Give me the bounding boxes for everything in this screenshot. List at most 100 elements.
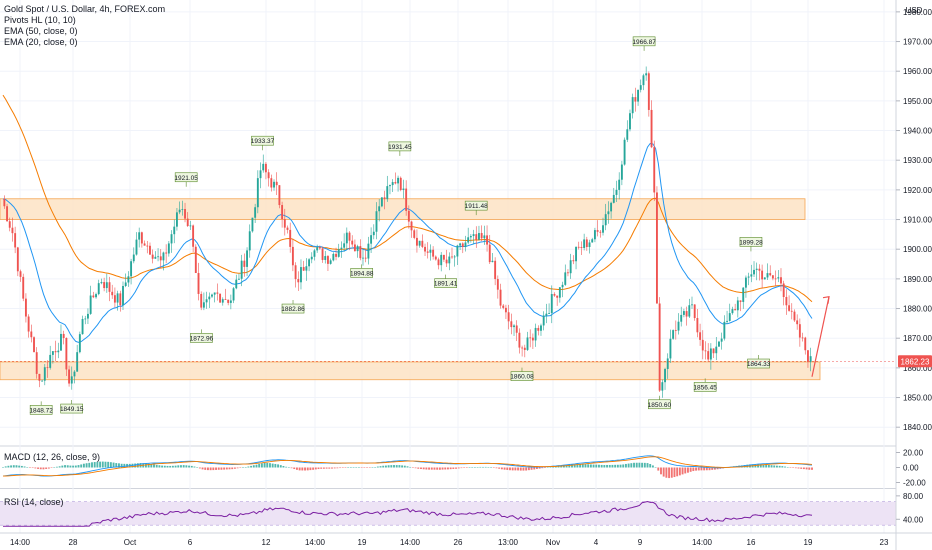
candle-body: [254, 207, 257, 218]
candle-body: [637, 89, 640, 102]
currency-label[interactable]: USD: [906, 6, 923, 15]
candle-body: [154, 256, 157, 259]
indicator-pivots-label[interactable]: Pivots HL (10, 10): [4, 15, 76, 25]
macd-histogram-bar: [430, 467, 433, 470]
macd-histogram-bar: [511, 467, 514, 471]
macd-histogram-bar: [2, 467, 4, 468]
pivot-box: [350, 268, 374, 278]
macd-histogram-bar: [643, 462, 646, 468]
macd-histogram-bar: [482, 466, 484, 468]
macd-histogram-bar: [120, 463, 123, 468]
candle-body: [626, 129, 629, 140]
candle-body: [445, 259, 448, 264]
ema50-line: [2, 94, 813, 303]
macd-histogram-bar: [525, 467, 528, 471]
rsi-axis-ticks[interactable]: 80.00 40.00: [896, 492, 924, 524]
candle-body: [612, 194, 615, 203]
price-axis-ticks[interactable]: 1980.00 1970.00 1960.00 1950.00 1940.00 1930.…: [896, 8, 932, 432]
macd-histogram-bar: [595, 464, 598, 468]
macd-histogram-bar: [223, 467, 226, 470]
macd-histogram-bar: [471, 467, 474, 468]
candle-body: [518, 332, 521, 348]
candle-body: [739, 300, 742, 302]
macd-label[interactable]: MACD (12, 26, close, 9): [4, 452, 100, 462]
rsi-label[interactable]: RSI (14, close): [4, 497, 64, 507]
candle-body: [572, 260, 575, 262]
macd-histogram-bar: [225, 467, 228, 470]
candle-body: [728, 313, 731, 321]
candle-body: [251, 217, 254, 232]
candle-body: [146, 245, 149, 247]
candle-body: [386, 186, 389, 200]
candle-body: [486, 235, 488, 245]
macd-histogram-bar: [635, 462, 638, 468]
candle-body: [270, 178, 273, 188]
candle-body: [262, 163, 265, 171]
pivot-label: 1849.15: [60, 406, 84, 413]
macd-histogram-bar: [678, 467, 681, 476]
macd-axis-ticks[interactable]: 20.00 0.00 -20.00: [896, 449, 926, 488]
macd-histogram-bar: [535, 467, 538, 469]
candle-body: [685, 311, 688, 317]
macd-histogram-bar: [274, 463, 277, 468]
macd-histogram-bar: [371, 467, 374, 468]
candle-body: [219, 293, 222, 303]
macd-histogram-bar: [352, 467, 355, 468]
macd-histogram-bar: [339, 467, 342, 469]
macd-histogram-bar: [58, 466, 61, 468]
macd-histogram-bar: [37, 467, 40, 469]
candle-body: [281, 205, 284, 220]
main-legend[interactable]: Gold Spot / U.S. Dollar, 4h, FOREX.com P…: [4, 4, 165, 47]
candle-body: [510, 321, 513, 328]
time-axis-ticks[interactable]: 14:00 28 Oct 6 12 14:00 19 14:00 26 13:00 Nov 4 9 14:…: [10, 538, 889, 547]
macd-histogram-bar: [266, 462, 269, 468]
macd-histogram-bar: [538, 467, 541, 469]
macd-histogram-bar: [85, 463, 88, 468]
candle-body: [213, 292, 216, 295]
candle-body: [273, 181, 275, 188]
candle-body: [715, 346, 718, 354]
macd-histogram-bar: [239, 467, 242, 468]
candle-body: [723, 321, 726, 339]
macd-histogram-bar: [802, 467, 805, 470]
candle-body: [583, 239, 586, 248]
price-tick-label: 1890.00: [903, 275, 932, 284]
macd-histogram-bar: [533, 467, 536, 470]
rsi-tick-label: 40.00: [903, 515, 924, 524]
candle-body: [507, 312, 510, 322]
macd-histogram-bar: [562, 465, 565, 468]
macd-histogram-bar: [236, 467, 239, 469]
candle-body: [585, 239, 588, 248]
pivot-box: [464, 200, 488, 211]
candle-body: [523, 347, 526, 350]
macd-histogram-bar: [212, 467, 215, 471]
candle-body: [785, 296, 788, 306]
candle-body: [709, 348, 712, 360]
macd-pane: [2, 455, 813, 479]
macd-histogram-bar: [700, 467, 703, 471]
macd-histogram-bar: [417, 467, 420, 469]
macd-histogram-bar: [134, 463, 137, 468]
candle-body: [629, 113, 631, 130]
candle-body: [550, 294, 553, 313]
macd-histogram-bar: [463, 467, 466, 468]
symbol-title[interactable]: Gold Spot / U.S. Dollar, 4h, FOREX.com: [4, 4, 165, 14]
candle-body: [480, 233, 483, 239]
pivot-label: 1899.28: [739, 239, 763, 246]
indicator-ema50-label[interactable]: EMA (50, close, 0): [4, 26, 78, 36]
macd-histogram-bar: [93, 462, 96, 468]
macd-histogram-bar: [368, 467, 371, 468]
candle-body: [513, 325, 515, 328]
candle-body: [564, 272, 567, 285]
macd-histogram-bar: [447, 467, 449, 470]
macd-histogram-bar: [301, 467, 304, 471]
candle-body: [704, 350, 707, 352]
candle-body: [718, 341, 720, 347]
pivot-box: [648, 399, 671, 410]
indicator-ema20-label[interactable]: EMA (20, close, 0): [4, 37, 78, 47]
candle-body: [316, 247, 319, 251]
candle-body: [496, 279, 499, 290]
pivot-label: 1911.48: [465, 203, 488, 210]
candle-body: [483, 235, 486, 239]
